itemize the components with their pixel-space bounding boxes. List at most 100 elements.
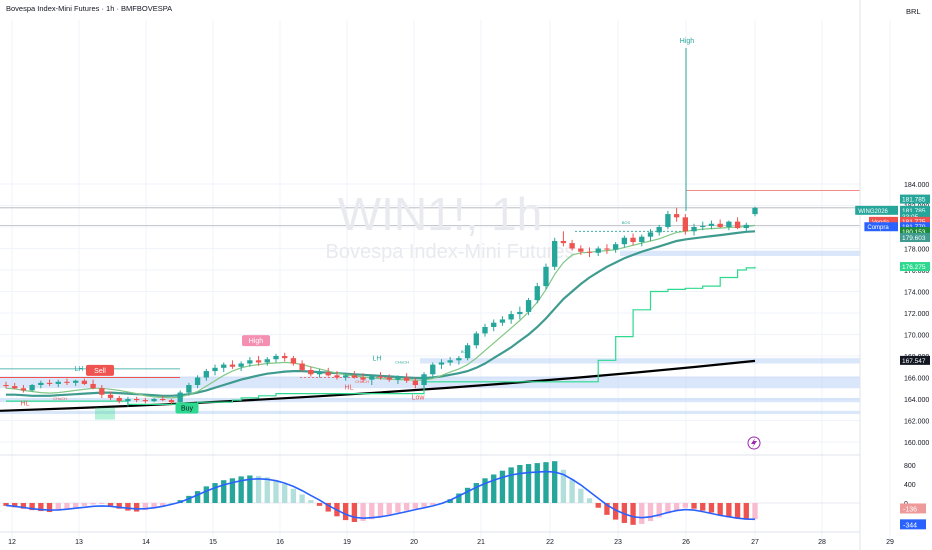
osc-bar[interactable] — [282, 484, 288, 503]
osc-bar[interactable] — [464, 487, 471, 503]
candle-body[interactable] — [473, 333, 479, 346]
candle-body[interactable] — [334, 375, 340, 378]
osc-bar[interactable] — [142, 503, 149, 511]
osc-bar[interactable] — [81, 503, 88, 506]
osc-bar[interactable] — [73, 503, 79, 508]
candle-body[interactable] — [508, 314, 514, 320]
candle-body[interactable] — [403, 377, 410, 381]
candle-body[interactable] — [639, 236, 645, 243]
osc-bar[interactable] — [55, 503, 61, 511]
osc-bar[interactable] — [403, 503, 410, 511]
candle-body[interactable] — [595, 248, 601, 253]
osc-bar[interactable] — [743, 503, 749, 520]
candle-body[interactable] — [552, 240, 558, 267]
osc-bar[interactable] — [194, 491, 201, 503]
osc-bar[interactable] — [133, 503, 140, 512]
candle-body[interactable] — [586, 251, 593, 253]
candle-body[interactable] — [3, 385, 9, 387]
osc-bar[interactable] — [482, 478, 488, 503]
candle-body[interactable] — [194, 377, 201, 386]
osc-bar[interactable] — [369, 503, 375, 520]
osc-bar[interactable] — [656, 503, 662, 518]
osc-bar[interactable] — [90, 503, 96, 505]
candle-body[interactable] — [290, 358, 297, 364]
osc-bar[interactable] — [525, 464, 532, 503]
osc-bar[interactable] — [412, 503, 419, 509]
osc-bar[interactable] — [377, 503, 384, 518]
candle-body[interactable] — [81, 380, 88, 384]
osc-bar[interactable] — [491, 474, 497, 504]
candle-body[interactable] — [316, 372, 323, 375]
osc-bar[interactable] — [3, 503, 9, 506]
osc-bar[interactable] — [151, 503, 157, 509]
osc-bar[interactable] — [316, 503, 323, 506]
candle-body[interactable] — [543, 266, 549, 287]
osc-bar[interactable] — [360, 503, 366, 522]
candle-body[interactable] — [708, 223, 715, 226]
candle-body[interactable] — [308, 369, 314, 375]
candle-body[interactable] — [264, 359, 270, 363]
osc-bar[interactable] — [238, 476, 244, 503]
osc-bar[interactable] — [38, 503, 44, 512]
candle-body[interactable] — [238, 363, 244, 367]
osc-bar[interactable] — [264, 477, 270, 503]
osc-bar[interactable] — [203, 486, 209, 503]
osc-bar[interactable] — [691, 503, 697, 509]
osc-bar[interactable] — [99, 503, 105, 504]
candle-body[interactable] — [369, 376, 375, 380]
osc-bar[interactable] — [46, 503, 53, 513]
osc-bar[interactable] — [569, 479, 575, 503]
osc-bar[interactable] — [160, 503, 166, 506]
candle-body[interactable] — [90, 383, 96, 389]
osc-bar[interactable] — [273, 480, 279, 503]
osc-bar[interactable] — [308, 500, 314, 503]
osc-bar[interactable] — [430, 503, 436, 505]
osc-bar[interactable] — [299, 494, 305, 503]
candle-body[interactable] — [107, 394, 114, 398]
candle-body[interactable] — [212, 367, 218, 372]
osc-bar[interactable] — [12, 503, 18, 508]
osc-bar[interactable] — [586, 498, 593, 503]
osc-bar[interactable] — [604, 503, 610, 515]
osc-bar[interactable] — [473, 483, 479, 503]
candle-body[interactable] — [665, 214, 671, 227]
candle-body[interactable] — [325, 372, 331, 376]
candle-body[interactable] — [282, 356, 288, 359]
candle-body[interactable] — [29, 385, 35, 391]
candle-body[interactable] — [743, 224, 749, 229]
candle-body[interactable] — [691, 227, 697, 232]
osc-bar[interactable] — [595, 503, 601, 508]
osc-bar[interactable] — [560, 469, 567, 503]
osc-bar[interactable] — [229, 478, 236, 503]
osc-bar[interactable] — [508, 467, 514, 503]
candle-body[interactable] — [534, 286, 540, 301]
osc-bar[interactable] — [20, 503, 27, 509]
candle-body[interactable] — [12, 386, 18, 389]
candle-body[interactable] — [621, 237, 628, 245]
candle-body[interactable] — [125, 399, 131, 402]
candle-body[interactable] — [168, 400, 175, 403]
candle-body[interactable] — [560, 240, 567, 244]
candle-body[interactable] — [482, 326, 488, 334]
candle-body[interactable] — [73, 380, 79, 383]
candle-body[interactable] — [299, 363, 305, 370]
candle-body[interactable] — [377, 376, 384, 378]
candle-body[interactable] — [177, 392, 183, 403]
candle-body[interactable] — [525, 300, 532, 312]
candle-body[interactable] — [630, 237, 636, 243]
candle-body[interactable] — [99, 388, 105, 395]
candle-body[interactable] — [499, 319, 506, 323]
osc-bar[interactable] — [639, 503, 645, 524]
osc-bar[interactable] — [752, 503, 758, 520]
candle-body[interactable] — [430, 364, 436, 375]
candle-body[interactable] — [46, 382, 53, 384]
osc-bar[interactable] — [517, 465, 523, 503]
osc-bar[interactable] — [351, 503, 358, 522]
candle-body[interactable] — [247, 360, 253, 364]
osc-bar[interactable] — [421, 503, 427, 507]
candle-body[interactable] — [342, 375, 349, 378]
candle-body[interactable] — [151, 399, 157, 402]
candle-body[interactable] — [647, 232, 654, 237]
candle-body[interactable] — [612, 244, 619, 250]
